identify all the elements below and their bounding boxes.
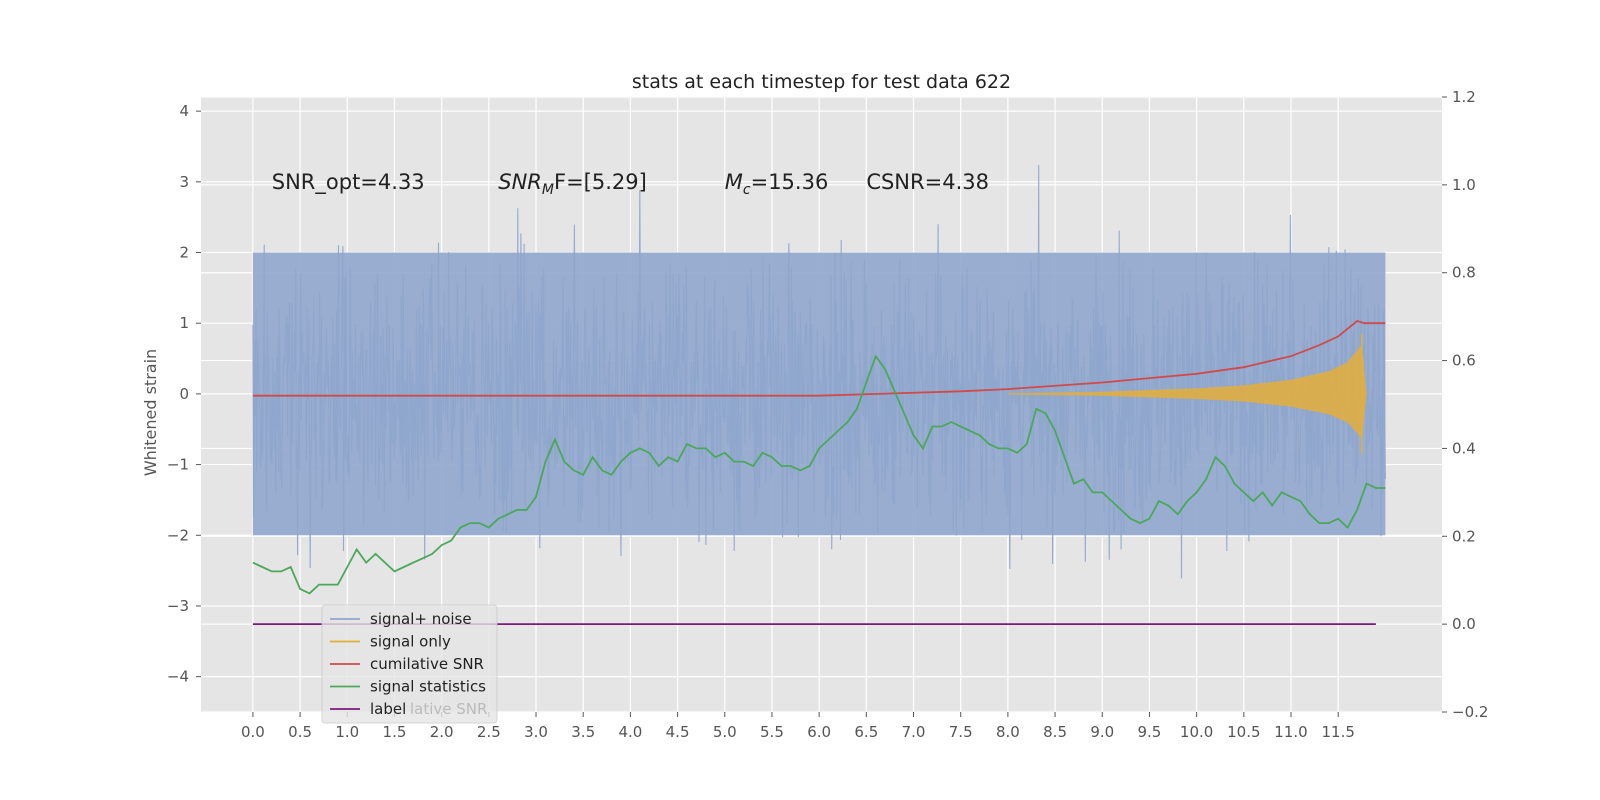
legend-box (321, 604, 498, 724)
x-tick-label: 9.0 (1090, 723, 1114, 741)
signal-only-envelope (1007, 344, 1386, 439)
annotation-text: Mc=15.36 (725, 170, 829, 198)
y2-tick-label: 0.4 (1452, 439, 1476, 457)
y-tick-label: 0 (179, 385, 189, 403)
y-tick-label: −3 (167, 597, 189, 615)
y2-tick-label: 0.0 (1452, 615, 1476, 633)
x-tick-label: 0.0 (241, 723, 265, 741)
y-tick-label: 2 (179, 244, 189, 262)
x-tick-label: 3.5 (571, 723, 595, 741)
series-line-signal-statistics (252, 354, 1386, 595)
x-tick-label: 9.5 (1138, 723, 1162, 741)
axes: 0.0 0.5 1.0 1.5 2.0 2.5 3.0 3.5 4.0 4.5 5.0 5.5 6.0 6… (167, 88, 1489, 741)
x-tick-label: 2.0 (430, 723, 454, 741)
y-tick-label: −2 (167, 526, 189, 544)
y-tick-label: 4 (179, 102, 189, 120)
legend-ghost-text: lative SNR (410, 700, 487, 718)
series-line-cumilative-snr (252, 320, 1386, 397)
y-tick-label: 3 (179, 173, 189, 191)
y-tick-label: −4 (167, 668, 189, 686)
series-signal-only (1007, 333, 1386, 454)
legend: signal+ noise signal only cumilative SNR si… (321, 604, 498, 724)
legend-label: cumilative SNR (370, 655, 484, 673)
x-tick-label: 2.5 (477, 723, 501, 741)
y-tick-label: −1 (167, 456, 189, 474)
legend-label: signal only (370, 633, 451, 651)
x-tick-label: 5.0 (713, 723, 737, 741)
x-tick-label: 10.5 (1227, 723, 1260, 741)
x-tick-label: 10.0 (1180, 723, 1213, 741)
y2-tick-label: 0.8 (1452, 264, 1476, 282)
annotations: SNR_opt=4.33 SNRMF=[5.29] Mc=15.36 CSNR=4.3… (272, 170, 989, 198)
y2-tick-label: 1.0 (1452, 176, 1476, 194)
x-tick-label: 7.0 (902, 723, 926, 741)
y2-tick-label: 1.2 (1452, 88, 1476, 106)
y-tick-label: 1 (179, 314, 189, 332)
legend-label: signal statistics (370, 678, 486, 696)
x-tick-label: 1.0 (335, 723, 359, 741)
x-tick-label: 4.5 (666, 723, 690, 741)
x-tick-label: 6.5 (854, 723, 878, 741)
annotation-text: SNR_opt=4.33 (272, 170, 425, 195)
x-tick-label: 1.5 (383, 723, 407, 741)
y2-tick-label: 0.2 (1452, 527, 1476, 545)
annotation-text: SNRMF=[5.29] (498, 170, 647, 198)
x-tick-label: 0.5 (288, 723, 312, 741)
x-tick-label: 11.5 (1321, 723, 1354, 741)
legend-label: label (370, 700, 406, 718)
x-tick-label: 6.0 (807, 723, 831, 741)
x-tick-label: 4.0 (618, 723, 642, 741)
noise-trace (252, 165, 1386, 579)
x-tick-label: 3.0 (524, 723, 548, 741)
x-tick-label: 8.0 (996, 723, 1020, 741)
chart-title: stats at each timestep for test data 622 (632, 71, 1011, 93)
y2-tick-label: −0.2 (1452, 703, 1488, 721)
x-tick-label: 11.0 (1274, 723, 1307, 741)
legend-label: signal+ noise (370, 610, 472, 628)
y2-tick-label: 0.6 (1452, 352, 1476, 370)
annotation-text: CSNR=4.38 (866, 170, 989, 194)
x-tick-label: 5.5 (760, 723, 784, 741)
x-tick-label: 8.5 (1043, 723, 1067, 741)
x-tick-label: 7.5 (949, 723, 973, 741)
y-axis-label: Whitened strain (141, 349, 160, 476)
